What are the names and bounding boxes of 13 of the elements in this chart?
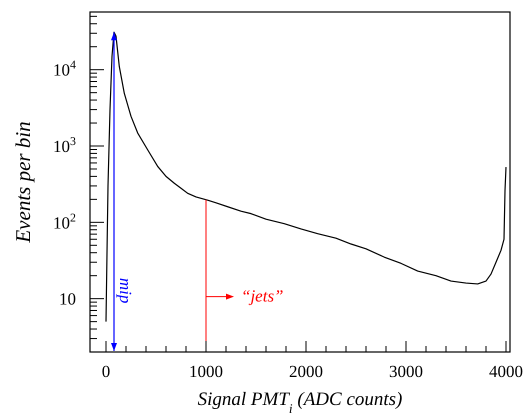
x-tick-label: 4000 bbox=[489, 362, 523, 381]
y-axis-title: Events per bin bbox=[11, 121, 35, 244]
x-tick-label: 2000 bbox=[289, 362, 323, 381]
y-tick-label: 10$^{2}$ bbox=[53, 210, 76, 232]
x-tick-label: 3000 bbox=[389, 362, 423, 381]
x-axis-title: Signal PMT$_{i}$ (ADC counts) bbox=[198, 389, 402, 416]
x-tick-label: 0 bbox=[102, 362, 110, 381]
ref-line-label: “jets” bbox=[241, 286, 284, 306]
y-tick-label: 10$^{4}$ bbox=[53, 58, 76, 80]
y-tick-label: 10$^{3}$ bbox=[53, 134, 76, 156]
y-tick-label: 10 bbox=[59, 290, 76, 309]
x-tick-label: 1000 bbox=[189, 362, 223, 381]
ref-line-label: mip bbox=[116, 278, 135, 304]
